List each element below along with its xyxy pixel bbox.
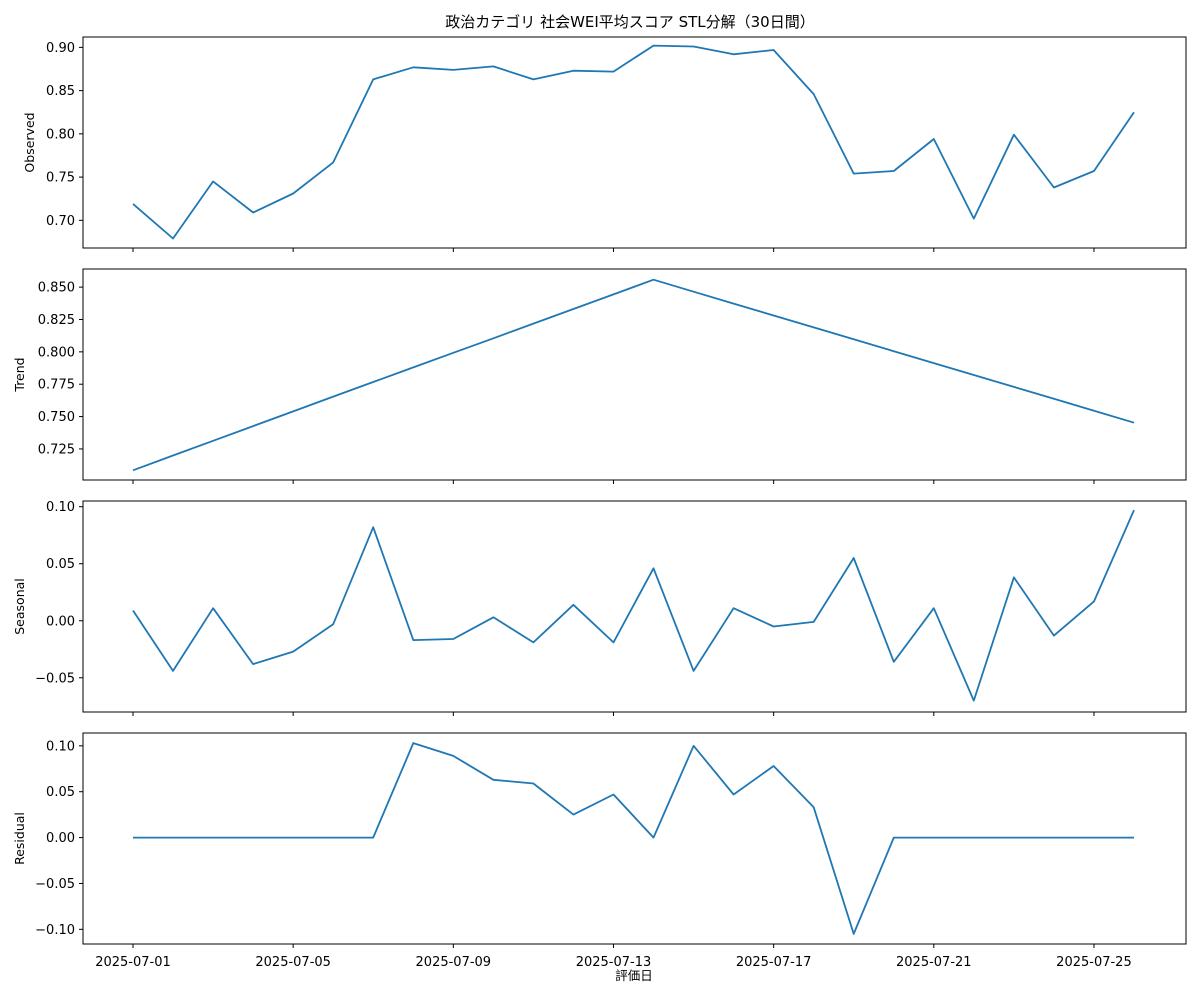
panel-seasonal: −0.05 0.00 0.05 0.10 Seasonal: [12, 500, 1186, 716]
panel-frame: [83, 501, 1186, 712]
panel-frame: [83, 269, 1186, 480]
y-tick-label: 0.70: [46, 214, 75, 229]
y-tick-label: 0.75: [46, 171, 75, 186]
series-line-observed: [133, 46, 1134, 239]
y-tick-label: −0.05: [35, 671, 75, 686]
x-tick-label: 2025-07-25: [1056, 955, 1132, 970]
y-tick-label: 0.05: [46, 557, 75, 572]
y-tick-label: −0.05: [35, 877, 75, 892]
x-tick-label: 2025-07-01: [95, 955, 171, 970]
y-tick-label: 0.750: [38, 410, 75, 425]
y-tick-label: 0.825: [38, 313, 75, 328]
y-tick-label: 0.05: [46, 785, 75, 800]
panels-group: 0.700.750.800.850.90Observed0.7250.7500.…: [12, 37, 1186, 970]
y-tick-label: −0.10: [35, 923, 75, 938]
y-tick-label: 0.725: [38, 442, 75, 457]
y-axis-label-seasonal: Seasonal: [12, 578, 27, 635]
x-tick-label: 2025-07-21: [896, 955, 972, 970]
panel-observed: 0.70 0.75 0.80 0.85 0.90 Observed: [22, 37, 1186, 252]
y-tick-label: 0.10: [46, 739, 75, 754]
y-tick-label: 0.850: [38, 281, 75, 296]
chart-title: 政治カテゴリ 社会WEI平均スコア STL分解（30日間）: [445, 13, 814, 31]
x-tick-label: 2025-07-09: [416, 955, 492, 970]
series-line-trend: [133, 280, 1134, 471]
x-axis-label: 評価日: [615, 968, 653, 983]
y-tick-label: 0.00: [46, 831, 75, 846]
x-tick-label: 2025-07-17: [736, 955, 812, 970]
x-tick-label: 2025-07-05: [255, 955, 331, 970]
series-line-seasonal: [133, 510, 1134, 700]
series-line-residual: [133, 743, 1134, 934]
panel-trend: 0.725 0.750 0.775 0.800 0.825 0.850 Trend: [12, 269, 1186, 484]
y-tick-label: 0.10: [46, 500, 75, 515]
y-tick-label: 0.800: [38, 345, 75, 360]
y-axis-label-trend: Trend: [12, 357, 27, 392]
y-tick-label: 0.00: [46, 614, 75, 629]
panel-residual: −0.10 −0.05 0.00 0.05 0.10 Residual 2025-07-01…: [12, 733, 1186, 970]
y-tick-label: 0.775: [38, 378, 75, 393]
y-tick-label: 0.90: [46, 41, 75, 56]
y-tick-label: 0.85: [46, 84, 75, 99]
y-axis-label-residual: Residual: [12, 812, 27, 865]
y-tick-label: 0.80: [46, 127, 75, 142]
y-axis-label-observed: Observed: [22, 112, 37, 172]
